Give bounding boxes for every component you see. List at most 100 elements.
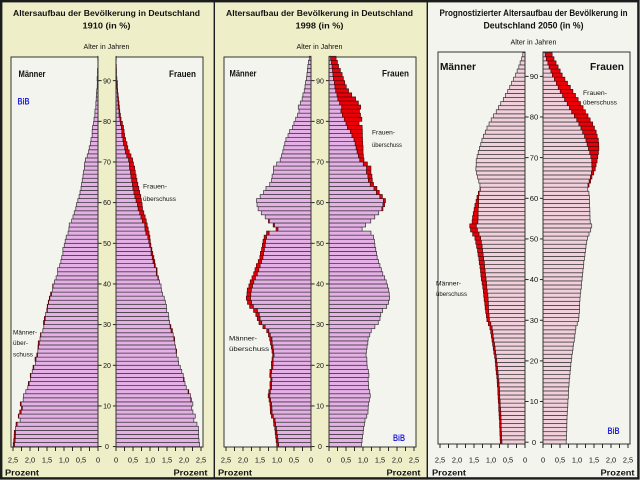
svg-text:50: 50 [103, 241, 111, 248]
svg-text:Prozent: Prozent [387, 468, 421, 477]
svg-text:Alter in Jahren: Alter in Jahren [511, 40, 557, 47]
svg-text:40: 40 [530, 275, 538, 284]
svg-text:Prozent: Prozent [174, 468, 208, 477]
svg-text:0,5: 0,5 [341, 455, 351, 464]
svg-text:2,5: 2,5 [623, 455, 633, 464]
svg-text:Prozent: Prozent [601, 468, 635, 477]
svg-text:über-: über- [13, 340, 28, 347]
svg-text:0: 0 [114, 455, 118, 464]
svg-text:0: 0 [105, 444, 109, 451]
svg-text:2,0: 2,0 [606, 455, 616, 464]
svg-text:schuss: schuss [13, 352, 34, 359]
svg-text:30: 30 [530, 316, 538, 325]
svg-text:10: 10 [530, 397, 538, 406]
svg-text:10: 10 [316, 404, 324, 411]
svg-text:1,0: 1,0 [59, 455, 69, 464]
svg-text:überschuss: überschuss [436, 291, 468, 298]
svg-text:2,5: 2,5 [196, 455, 206, 464]
svg-text:40: 40 [316, 282, 324, 289]
svg-text:20: 20 [103, 363, 111, 370]
svg-text:2,5: 2,5 [8, 455, 18, 464]
svg-text:BiB: BiB [393, 433, 405, 443]
svg-text:0: 0 [318, 444, 322, 451]
svg-text:Frauen-: Frauen- [143, 184, 167, 191]
svg-text:30: 30 [316, 322, 324, 329]
svg-text:2,0: 2,0 [452, 455, 462, 464]
svg-text:1,0: 1,0 [572, 455, 582, 464]
svg-text:90: 90 [103, 78, 111, 85]
svg-text:Männer-: Männer- [229, 336, 257, 343]
svg-text:0: 0 [96, 455, 100, 464]
svg-text:Männer: Männer [440, 62, 476, 73]
svg-text:überschuss: überschuss [372, 142, 403, 149]
svg-text:Männer-: Männer- [13, 330, 37, 337]
svg-text:0: 0 [532, 438, 536, 447]
svg-text:Alter in Jahren: Alter in Jahren [297, 44, 343, 51]
svg-text:Prozent: Prozent [5, 468, 39, 477]
svg-text:überschuss: überschuss [143, 196, 177, 203]
svg-text:1,0: 1,0 [145, 455, 155, 464]
svg-text:80: 80 [103, 119, 111, 126]
svg-text:2,5: 2,5 [409, 455, 419, 464]
svg-text:2,5: 2,5 [435, 455, 445, 464]
svg-text:2,0: 2,0 [25, 455, 35, 464]
svg-text:Frauen: Frauen [169, 69, 196, 79]
svg-text:0,5: 0,5 [503, 455, 513, 464]
svg-text:0,5: 0,5 [289, 455, 299, 464]
svg-text:Männer: Männer [19, 69, 46, 79]
svg-text:1,0: 1,0 [486, 455, 496, 464]
svg-text:1,0: 1,0 [358, 455, 368, 464]
svg-text:70: 70 [530, 153, 538, 162]
svg-text:70: 70 [103, 160, 111, 167]
svg-text:Prozent: Prozent [432, 468, 466, 477]
svg-text:Altersaufbau der Bevölkerung i: Altersaufbau der Bevölkerung in Deutschl… [226, 8, 413, 18]
svg-text:Altersaufbau der Bevölkerung i: Altersaufbau der Bevölkerung in Deutschl… [13, 8, 200, 18]
svg-text:überschuss: überschuss [583, 100, 618, 107]
svg-text:2,5: 2,5 [221, 455, 231, 464]
svg-text:Deutschland 2050 (in %): Deutschland 2050 (in %) [484, 20, 584, 30]
svg-text:1,5: 1,5 [375, 455, 385, 464]
svg-text:überschuss: überschuss [229, 346, 270, 353]
svg-text:20: 20 [316, 363, 324, 370]
svg-text:80: 80 [530, 113, 538, 122]
svg-text:50: 50 [316, 241, 324, 248]
svg-text:Frauen: Frauen [382, 69, 409, 79]
svg-text:1,0: 1,0 [272, 455, 282, 464]
svg-text:0: 0 [541, 455, 545, 464]
svg-text:1,5: 1,5 [589, 455, 599, 464]
svg-text:0,5: 0,5 [555, 455, 565, 464]
svg-text:10: 10 [103, 404, 111, 411]
svg-text:Frauen-: Frauen- [583, 90, 607, 97]
svg-text:BiB: BiB [18, 97, 30, 107]
svg-text:90: 90 [530, 72, 538, 81]
svg-text:Frauen: Frauen [590, 62, 624, 73]
svg-text:1910 (in %): 1910 (in %) [83, 20, 131, 30]
svg-text:Alter in Jahren: Alter in Jahren [84, 44, 130, 51]
svg-text:60: 60 [103, 200, 111, 207]
svg-text:2,0: 2,0 [238, 455, 248, 464]
svg-text:20: 20 [530, 357, 538, 366]
svg-text:70: 70 [316, 160, 324, 167]
svg-text:60: 60 [530, 194, 538, 203]
svg-text:1,5: 1,5 [162, 455, 172, 464]
svg-text:80: 80 [316, 119, 324, 126]
svg-text:BiB: BiB [608, 426, 620, 436]
svg-text:50: 50 [530, 235, 538, 244]
svg-text:0: 0 [309, 455, 313, 464]
svg-text:2,0: 2,0 [392, 455, 402, 464]
svg-text:0: 0 [327, 455, 331, 464]
svg-text:1,5: 1,5 [255, 455, 265, 464]
svg-text:1,5: 1,5 [42, 455, 52, 464]
svg-text:1998 (in %): 1998 (in %) [296, 20, 344, 30]
svg-text:0: 0 [523, 455, 527, 464]
svg-text:Männer: Männer [230, 69, 257, 79]
svg-text:Frauen-: Frauen- [372, 130, 395, 137]
svg-text:Prozent: Prozent [218, 468, 252, 477]
svg-text:1,5: 1,5 [469, 455, 479, 464]
svg-text:Männer-: Männer- [436, 281, 461, 288]
svg-text:2,0: 2,0 [179, 455, 189, 464]
svg-text:0,5: 0,5 [76, 455, 86, 464]
svg-text:Prognostizierter Altersaufbau: Prognostizierter Altersaufbau der Bevölk… [440, 8, 628, 18]
svg-text:40: 40 [103, 282, 111, 289]
svg-text:60: 60 [316, 200, 324, 207]
